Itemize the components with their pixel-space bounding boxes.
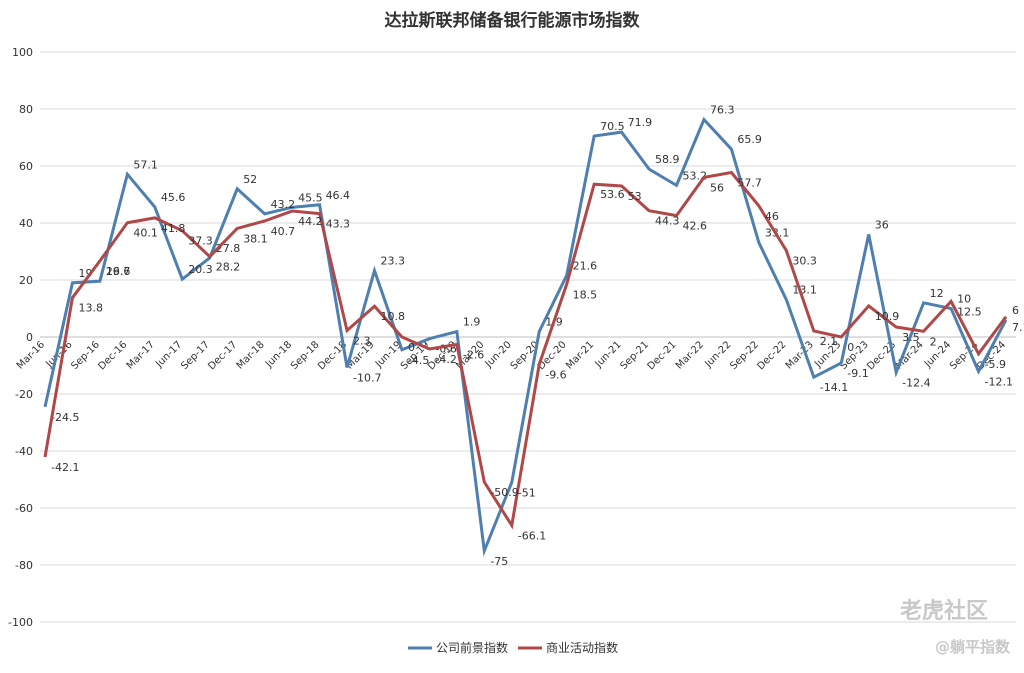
data-label: 36 — [875, 218, 889, 231]
data-label: 10.8 — [380, 310, 405, 323]
data-label: 10.9 — [875, 310, 900, 323]
data-label: 2 — [930, 335, 937, 348]
data-label: 43.2 — [271, 198, 296, 211]
x-tick-label: Sep-18 — [289, 339, 322, 372]
y-tick-label: 60 — [19, 160, 33, 173]
legend-label: 公司前景指数 — [436, 640, 508, 655]
data-label: 53.6 — [600, 188, 625, 201]
series-line — [43, 170, 1008, 530]
data-label: -12.4 — [902, 376, 930, 389]
y-tick-label: 0 — [26, 331, 33, 344]
data-label: 0 — [408, 341, 415, 354]
data-label: 19.6 — [106, 265, 130, 278]
data-label: 37.3 — [188, 235, 213, 248]
data-label: 57.1 — [133, 158, 158, 171]
data-label: 40.7 — [271, 225, 296, 238]
data-label: -24.5 — [51, 411, 79, 424]
data-label: 52 — [243, 173, 257, 186]
x-tick-label: Sep-16 — [69, 339, 102, 372]
y-tick-label: 20 — [19, 274, 33, 287]
data-label: 44.3 — [655, 215, 680, 228]
data-label: 41.8 — [161, 222, 186, 235]
data-label: -42.1 — [51, 461, 79, 474]
data-label: 56 — [710, 181, 724, 194]
chart-title: 达拉斯联邦储备银行能源市场指数 — [385, 10, 641, 31]
y-tick-label: -60 — [15, 502, 33, 515]
data-label: 18.5 — [573, 288, 598, 301]
data-label: 2.3 — [353, 334, 371, 347]
data-label: 45.5 — [298, 191, 323, 204]
data-label: 20.3 — [188, 263, 213, 276]
data-label: 44.2 — [298, 215, 323, 228]
data-label: -2.6 — [463, 348, 484, 361]
data-label: 46 — [765, 210, 779, 223]
data-label: -14.1 — [820, 381, 848, 394]
x-tick-label: Mar-22 — [674, 339, 706, 371]
data-label: 43.3 — [326, 218, 351, 231]
data-label: -51 — [518, 486, 536, 499]
data-label: 13.8 — [78, 302, 103, 315]
x-tick-label: Mar-16 — [15, 339, 47, 371]
data-label: -4.2 — [435, 353, 456, 366]
x-tick-label: Dec-16 — [96, 339, 129, 372]
legend-label: 商业活动指数 — [546, 640, 618, 655]
data-label: 12 — [930, 287, 944, 300]
data-label: 26.7 — [106, 265, 130, 278]
data-label: 7.1 — [1012, 321, 1024, 334]
y-tick-label: -20 — [15, 388, 33, 401]
data-label: 71.9 — [628, 116, 653, 129]
x-tick-label: Dec-21 — [646, 339, 679, 372]
data-label: 28.2 — [216, 261, 241, 274]
y-tick-label: -100 — [8, 616, 33, 629]
data-label: 12.5 — [957, 305, 982, 318]
data-label: -9.1 — [847, 367, 868, 380]
data-label: -12.1 — [985, 375, 1013, 388]
x-tick-label: Sep-21 — [619, 339, 652, 372]
data-label: 6 — [1012, 304, 1019, 317]
y-tick-label: -40 — [15, 445, 33, 458]
data-label: 13.1 — [792, 284, 817, 297]
data-label: 40.1 — [133, 227, 158, 240]
data-label: -50.9 — [490, 486, 518, 499]
data-label: 53 — [628, 190, 642, 203]
y-tick-label: 80 — [19, 103, 33, 116]
data-label: 30.3 — [792, 255, 817, 268]
watermark: @躺平指数 — [935, 638, 1011, 656]
data-label: 46.4 — [326, 189, 351, 202]
data-label: 2.1 — [820, 335, 838, 348]
data-label: -10.7 — [353, 371, 381, 384]
x-tick-label: Mar-18 — [235, 339, 267, 371]
x-tick-label: Mar-17 — [125, 339, 157, 371]
y-tick-label: 40 — [19, 217, 33, 230]
data-label: -75 — [490, 555, 508, 568]
data-label: 76.3 — [710, 104, 735, 117]
data-label: 57.7 — [737, 177, 762, 190]
series-line — [43, 116, 1008, 557]
data-label: 70.5 — [600, 120, 625, 133]
data-label: 58.9 — [655, 153, 680, 166]
data-label: 10 — [957, 293, 971, 306]
y-tick-label: -80 — [15, 559, 33, 572]
data-label: -66.1 — [518, 529, 546, 542]
data-label: 42.6 — [683, 220, 708, 233]
y-tick-label: 100 — [12, 46, 33, 59]
data-label: 38.1 — [243, 232, 268, 245]
watermark: 老虎社区 — [899, 598, 988, 624]
data-label: 23.3 — [380, 255, 405, 268]
x-tick-label: Sep-17 — [179, 339, 212, 372]
data-label: 3.5 — [902, 331, 920, 344]
x-tick-label: Dec-17 — [206, 339, 239, 372]
x-tick-label: Dec-22 — [755, 339, 788, 372]
data-label: -4.5 — [408, 354, 429, 367]
data-label: -9.6 — [545, 368, 566, 381]
data-label: 65.9 — [737, 133, 762, 146]
data-label: 0 — [847, 341, 854, 354]
x-tick-label: Mar-21 — [564, 339, 596, 371]
x-tick-label: Sep-22 — [728, 339, 761, 372]
data-label: 45.6 — [161, 191, 186, 204]
data-label: 21.6 — [573, 259, 598, 272]
data-label: 1.9 — [463, 316, 481, 329]
data-label: -5.9 — [985, 358, 1006, 371]
